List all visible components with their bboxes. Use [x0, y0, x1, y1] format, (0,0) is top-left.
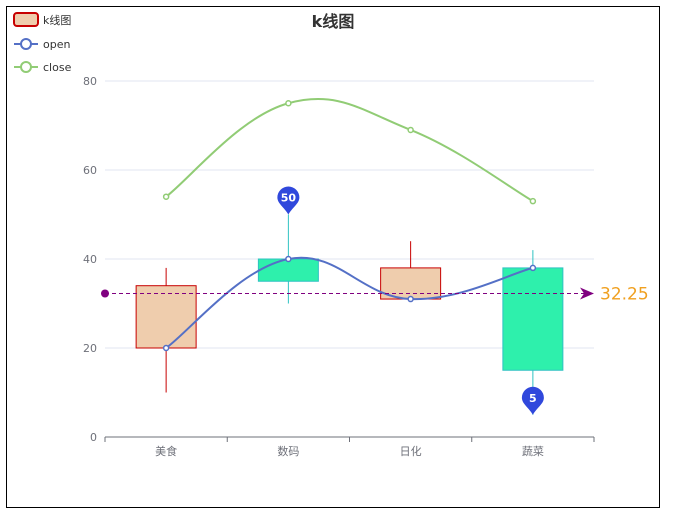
- series-point-open: [162, 344, 170, 352]
- x-tick-label: 日化: [400, 444, 422, 458]
- series-point-close: [529, 197, 537, 205]
- mark-point-pin: [521, 386, 544, 415]
- series-line-open: [165, 256, 534, 349]
- mark-point-label: 50: [281, 192, 297, 205]
- series-lines: [162, 98, 537, 352]
- y-tick-label: 40: [83, 253, 97, 266]
- x-axis: 美食 数码 日化 蔬菜: [104, 436, 595, 458]
- series-line-close: [165, 98, 534, 203]
- candle-body: [257, 258, 319, 282]
- y-tick-label: 60: [83, 164, 97, 177]
- legend-label-close: close: [43, 61, 72, 74]
- candle-body: [502, 267, 564, 371]
- y-tick-label: 0: [90, 431, 97, 444]
- candles: [135, 214, 564, 415]
- legend-label-kline: k线图: [43, 13, 71, 27]
- series-point-open: [529, 264, 537, 272]
- chart-title: k线图: [312, 12, 355, 31]
- mark-point-pin: [277, 186, 300, 215]
- y-axis: 0 20 40 60 80: [83, 75, 97, 444]
- mark-point-label: 5: [529, 392, 537, 405]
- legend-item-kline[interactable]: k线图: [13, 12, 71, 27]
- series-point-open: [407, 295, 414, 303]
- series-point-close: [407, 126, 414, 134]
- series-point-close: [162, 193, 170, 200]
- x-tick-label: 数码: [277, 445, 299, 458]
- y-tick-label: 20: [83, 342, 97, 355]
- legend-item-open[interactable]: open: [14, 38, 70, 51]
- x-tick-label: 蔬菜: [522, 445, 544, 458]
- y-tick-label: 80: [83, 75, 97, 88]
- mark-line-arrow: [580, 287, 594, 300]
- chart-frame: [6, 6, 660, 508]
- legend[interactable]: k线图 open close: [13, 12, 72, 74]
- legend-label-open: open: [43, 38, 70, 51]
- candle-body: [135, 285, 197, 349]
- legend-item-close[interactable]: close: [14, 61, 72, 74]
- mark-line-label: 32.25: [600, 284, 649, 304]
- series-point-open: [285, 255, 292, 263]
- mark-line: 32.25: [101, 284, 649, 304]
- x-tick-label: 美食: [155, 444, 177, 458]
- series-point-close: [285, 100, 292, 107]
- mark-points: 50 5: [277, 186, 544, 415]
